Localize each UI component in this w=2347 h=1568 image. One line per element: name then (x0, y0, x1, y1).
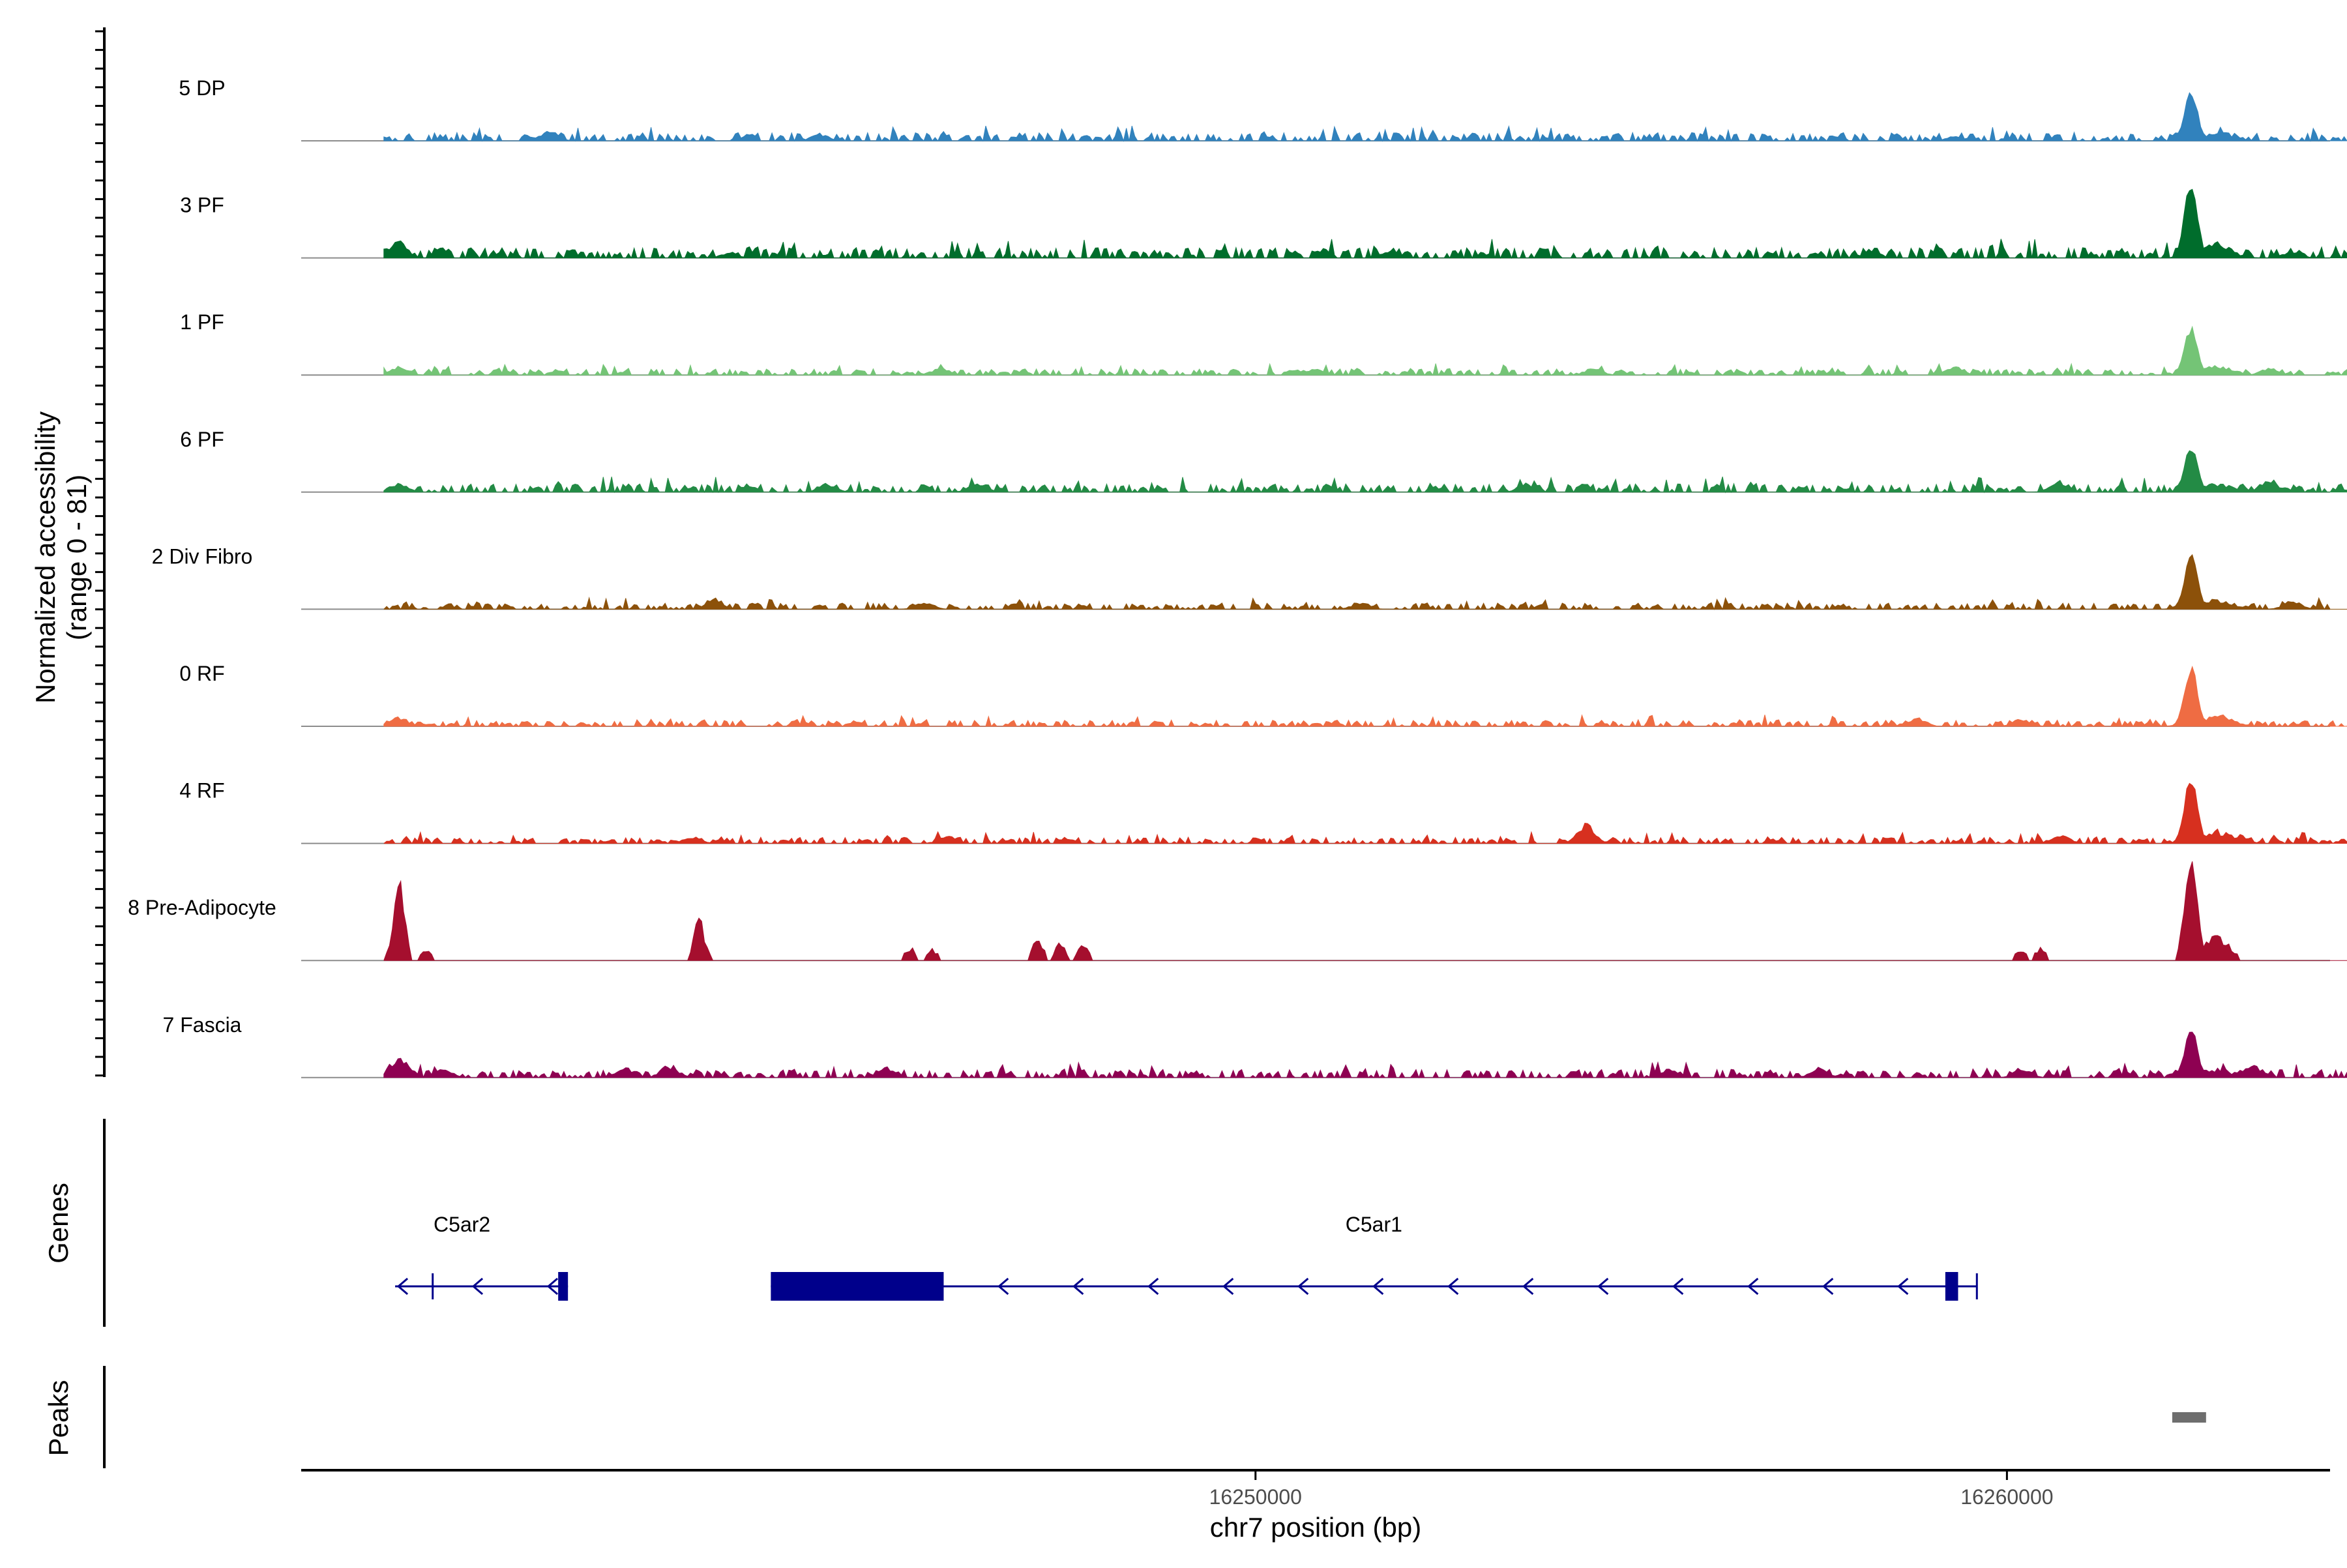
strand-arrow (546, 1277, 559, 1295)
gene-label: C5ar2 (434, 1213, 490, 1236)
track-4-rf: 4 RF (179, 779, 2347, 845)
track-label: 1 PF (180, 310, 224, 334)
y-axis-title-line1: Normalized accessibility (30, 411, 61, 703)
coverage-area (383, 188, 2347, 259)
strand-arrow (1522, 1277, 1534, 1295)
coverage-area (383, 450, 2347, 494)
track-2-div-fibro: 2 Div Fibro (152, 544, 2347, 610)
track-label: 6 PF (180, 428, 224, 451)
coverage-tracks: 5 DP 3 PF 1 PF 6 PF 2 Div Fibro 0 RF 4 RF 8 Pre… (128, 76, 2347, 1079)
track-label: 3 PF (180, 194, 224, 217)
gene-exon (1945, 1272, 1958, 1301)
track-label: 8 Pre-Adipocyte (128, 896, 276, 919)
strand-arrow (1147, 1277, 1159, 1295)
strand-arrow (1222, 1277, 1234, 1295)
strand-arrow (1072, 1277, 1084, 1295)
strand-arrow (1297, 1277, 1309, 1295)
strand-arrow (1747, 1277, 1759, 1295)
coverage-area (383, 325, 2347, 376)
track-0-rf: 0 RF (179, 662, 2347, 728)
strand-arrow (1372, 1277, 1384, 1295)
track-6-pf: 6 PF (180, 428, 2347, 494)
strand-arrow (396, 1277, 409, 1295)
strand-arrow (1897, 1277, 1909, 1295)
peak-regions (2172, 1412, 2206, 1423)
accessibility-axis-ticks (95, 30, 104, 1077)
genes-panel-label: Genes (43, 1183, 74, 1264)
gene-c5ar2: C5ar2 (395, 1213, 568, 1301)
gene-c5ar1: C5ar1 (771, 1213, 1978, 1301)
strand-arrow (1597, 1277, 1609, 1295)
strand-arrow (1672, 1277, 1684, 1295)
peaks-panel-label: Peaks (43, 1380, 74, 1457)
gene-exon (771, 1272, 944, 1301)
y-axis-title-line2: (range 0 - 81) (61, 475, 92, 640)
coverage-area (383, 861, 2347, 961)
track-7-fascia: 7 Fascia (163, 1013, 2347, 1079)
track-label: 4 RF (179, 779, 224, 803)
track-label: 7 Fascia (163, 1013, 242, 1037)
strand-arrow (471, 1277, 484, 1295)
track-3-pf: 3 PF (180, 188, 2347, 259)
coverage-area (383, 782, 2347, 845)
gene-models: C5ar2 C5ar1 (395, 1213, 1978, 1301)
track-label: 5 DP (179, 76, 225, 100)
x-tick-label: 16260000 (1960, 1485, 2053, 1509)
track-5-dp: 5 DP (179, 76, 2347, 142)
strand-arrow (997, 1277, 1009, 1295)
track-label: 0 RF (179, 662, 224, 685)
strand-arrow (1447, 1277, 1459, 1295)
gene-label: C5ar1 (1346, 1213, 1402, 1236)
x-axis-title: chr7 position (bp) (1210, 1512, 1422, 1543)
track-8-pre-adipocyte: 8 Pre-Adipocyte (128, 861, 2347, 962)
coverage-area (383, 665, 2347, 728)
track-1-pf: 1 PF (180, 310, 2347, 376)
strand-arrow (1822, 1277, 1834, 1295)
x-axis-ticks: 16250000 16260000 (1209, 1470, 2054, 1509)
gene-exon (558, 1272, 568, 1301)
coverage-area (383, 92, 2347, 142)
peak-bar (2172, 1412, 2206, 1423)
coverage-area (383, 1031, 2347, 1079)
track-label: 2 Div Fibro (152, 544, 253, 568)
x-tick-label: 16250000 (1209, 1485, 1302, 1509)
coverage-area (383, 554, 2347, 610)
